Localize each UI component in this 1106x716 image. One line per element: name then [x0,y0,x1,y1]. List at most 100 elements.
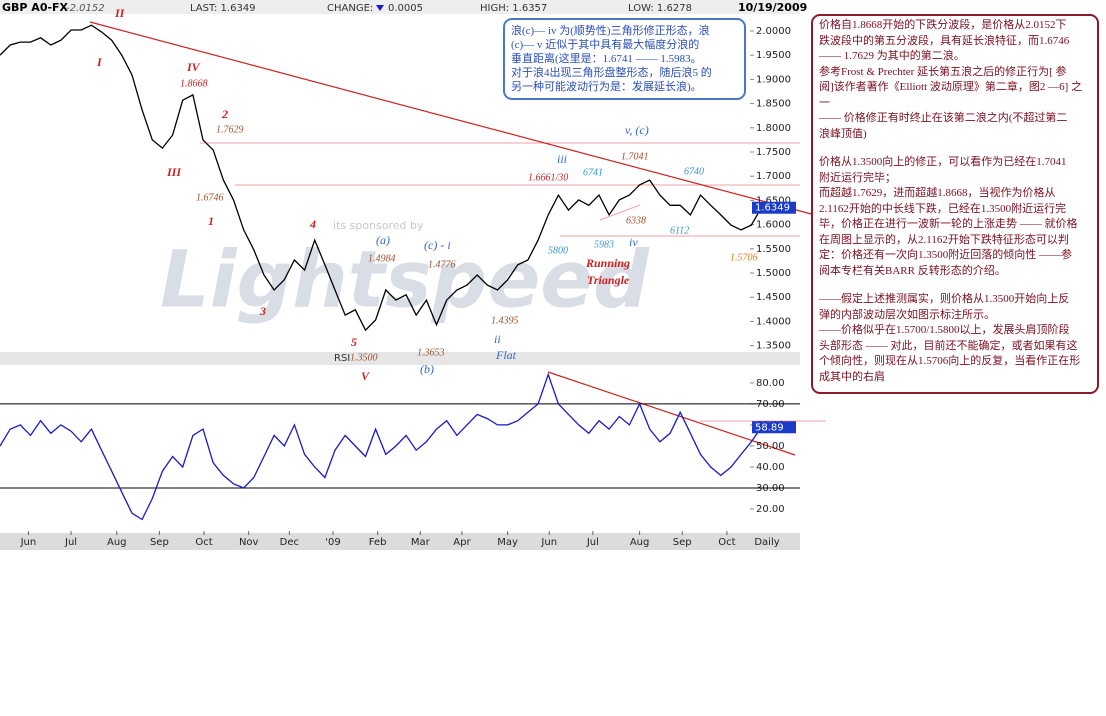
annotation: Triangle [587,273,630,287]
date: 10/19/2009 [738,1,807,14]
y-tick-label: 1.7000 [756,171,791,182]
high: HIGH: 1.6357 [480,3,547,14]
x-tick-label: May [497,537,518,548]
x-tick-label: Aug [630,537,650,548]
last-value-box [752,201,796,214]
y-tick-label: 80.00 [756,378,785,389]
annotation: 1.3653 [417,347,445,358]
commentary-line: 定：价格还有一次向1.3500附近回落的倾向性 ——参 [819,249,1072,261]
annotation: (a) [376,233,390,247]
last-value-label: 58.89 [755,422,784,433]
commentary-line: 头部形态 —— 对此，目前还不能确定，或者如果有这 [819,339,1078,352]
annotation: 4 [309,217,316,231]
annotation: 3 [259,304,266,318]
x-tick-label: Jun [20,537,37,548]
x-tick-label: Jun [540,537,557,548]
commentary-line: 弹的内部波动层次如图示标注所示。 [819,308,995,321]
commentary-line: 个倾向性，则现在从1.5706向上的反复，当看作正在形 [819,355,1081,367]
annotation: 1.7629 [216,124,244,135]
annotation: 6740 [684,166,704,177]
x-tick-label: Jul [586,537,599,548]
commentary-line: 成其中的右肩 [819,370,885,383]
y-tick-label: 1.5000 [756,268,791,279]
x-tick-label: Oct [195,537,212,548]
change-label: CHANGE: [327,3,373,14]
commentary-line: 而超越1.7629，进而超越1.8668，当视作为价格从 [819,187,1056,199]
paragraph: 价格自1.8668开始的下跌分波段，是价格从2.0152下 跌波段中的第五分波段，… [819,18,1091,142]
commentary-line: 2.1162开始的中长线下跌，已经在1.3500附近运行完 [819,202,1067,215]
commentary-line: 阅本专栏有关BARR 反转形态的介绍。 [819,264,1006,277]
period-label: Daily [754,537,779,548]
x-tick-label: Mar [411,537,431,548]
note-line: (c)— v 近似于其中具有最大幅度分浪的 [511,39,700,51]
commentary-line: —— 1.7629 为其中的第二浪。 [819,50,965,62]
symbol: GBP A0-FX [2,1,69,14]
y-tick-label: 40.00 [756,462,785,473]
x-tick-label: Feb [369,537,387,548]
commentary-line: 参考Frost & Prechter 延长第五浪之后的修正行为[ 参 [819,65,1067,78]
x-tick-label: '09 [325,537,340,548]
annotation: IV [186,60,201,74]
commentary-line: ——价格似乎在1.5700/1.5800以上，发展头肩顶阶段 [819,324,1070,336]
y-tick-label: 1.4500 [756,292,791,303]
annotation: 6338 [626,215,646,226]
annotation: III [166,165,182,179]
annotation: 1 [208,214,214,228]
y-tick-label: 20.00 [756,504,785,515]
last-value-label: 1.6349 [755,203,790,214]
series-line [0,372,762,521]
annotation: 5800 [548,245,568,256]
y-tick-label: 1.9000 [756,74,791,85]
x-tick-label: Oct [718,537,735,548]
watermark: Lightspeed [160,235,650,325]
note-line: 另一种可能波动行为是：发展延长浪)。 [511,81,702,93]
rsi-trend-line [547,371,796,456]
series-line [0,24,762,332]
commentary-line: —— 价格修正有时终止在该第二浪之内(不超过第二 [819,112,1068,124]
sponsor: its sponsored by [333,219,424,232]
annotation: II [114,6,126,20]
commentary-line: 价格从1.3500向上的修正，可以看作为已经在1.7041 [819,156,1067,168]
note-line: 对于浪4出现三角形盘整形态，随后浪5 的 [511,67,712,79]
panel-separator [0,352,800,365]
annotation: 1.3500 [350,352,378,363]
commentary-line: 跌波段中的第五分波段，具有延长浪特征，而1.6746 [819,34,1070,47]
x-tick-label: Sep [673,537,692,548]
annotation: I [96,55,103,69]
annotation: 2 [221,107,228,121]
commentary-line: 价格自1.8668开始的下跌分波段，是价格从2.0152下 [819,19,1067,31]
commentary-line: 一 [819,96,830,109]
annotation: 1.4395 [491,315,519,326]
commentary-line: 在周图上显示的，从2.1162开始下跌特征形态可以判 [819,233,1069,246]
y-tick-label: 1.4000 [756,316,791,327]
x-axis-strip [0,533,800,550]
y-tick-label: 2.0000 [756,26,791,37]
commentary-box: 价格自1.8668开始的下跌分波段，是价格从2.0152下 跌波段中的第五分波段，… [811,14,1099,394]
x-tick-label: Dec [280,537,299,548]
annotation: ii [494,332,501,346]
commentary-line: 毕，价格正在进行一波新一轮的上涨走势 —— 就价格 [819,218,1078,230]
annotation: 6112 [670,225,689,236]
y-tick-label: 1.6500 [756,195,791,206]
commentary-line: 阅]该作者著作《Elliott 波动原理》第二章，图2 —6] 之 [819,81,1083,93]
annotation: 1.5706 [730,252,758,263]
x-tick-label: Jul [64,537,77,548]
y-tick-label: 1.7500 [756,147,791,158]
annotation: (b) [420,362,434,376]
last-value-box [752,421,796,434]
y-tick-label: 1.9500 [756,50,791,61]
annotation: 5 [351,335,357,349]
annotation: Running [585,256,630,270]
annotation: 1.6746 [196,192,224,203]
annotation: 1.4984 [368,253,396,264]
header-bar [0,0,800,14]
annotation: 1.6661/30 [528,172,568,183]
annotation: iv [629,235,638,249]
annotation: 1.8668 [180,78,208,89]
annotation: 1.7041 [621,151,649,162]
annotation: 5983 [594,239,614,250]
x-tick-label: Nov [239,537,259,548]
commentary-line: 浪峰顶值) [819,127,867,140]
y-tick-label: 1.8500 [756,99,791,110]
